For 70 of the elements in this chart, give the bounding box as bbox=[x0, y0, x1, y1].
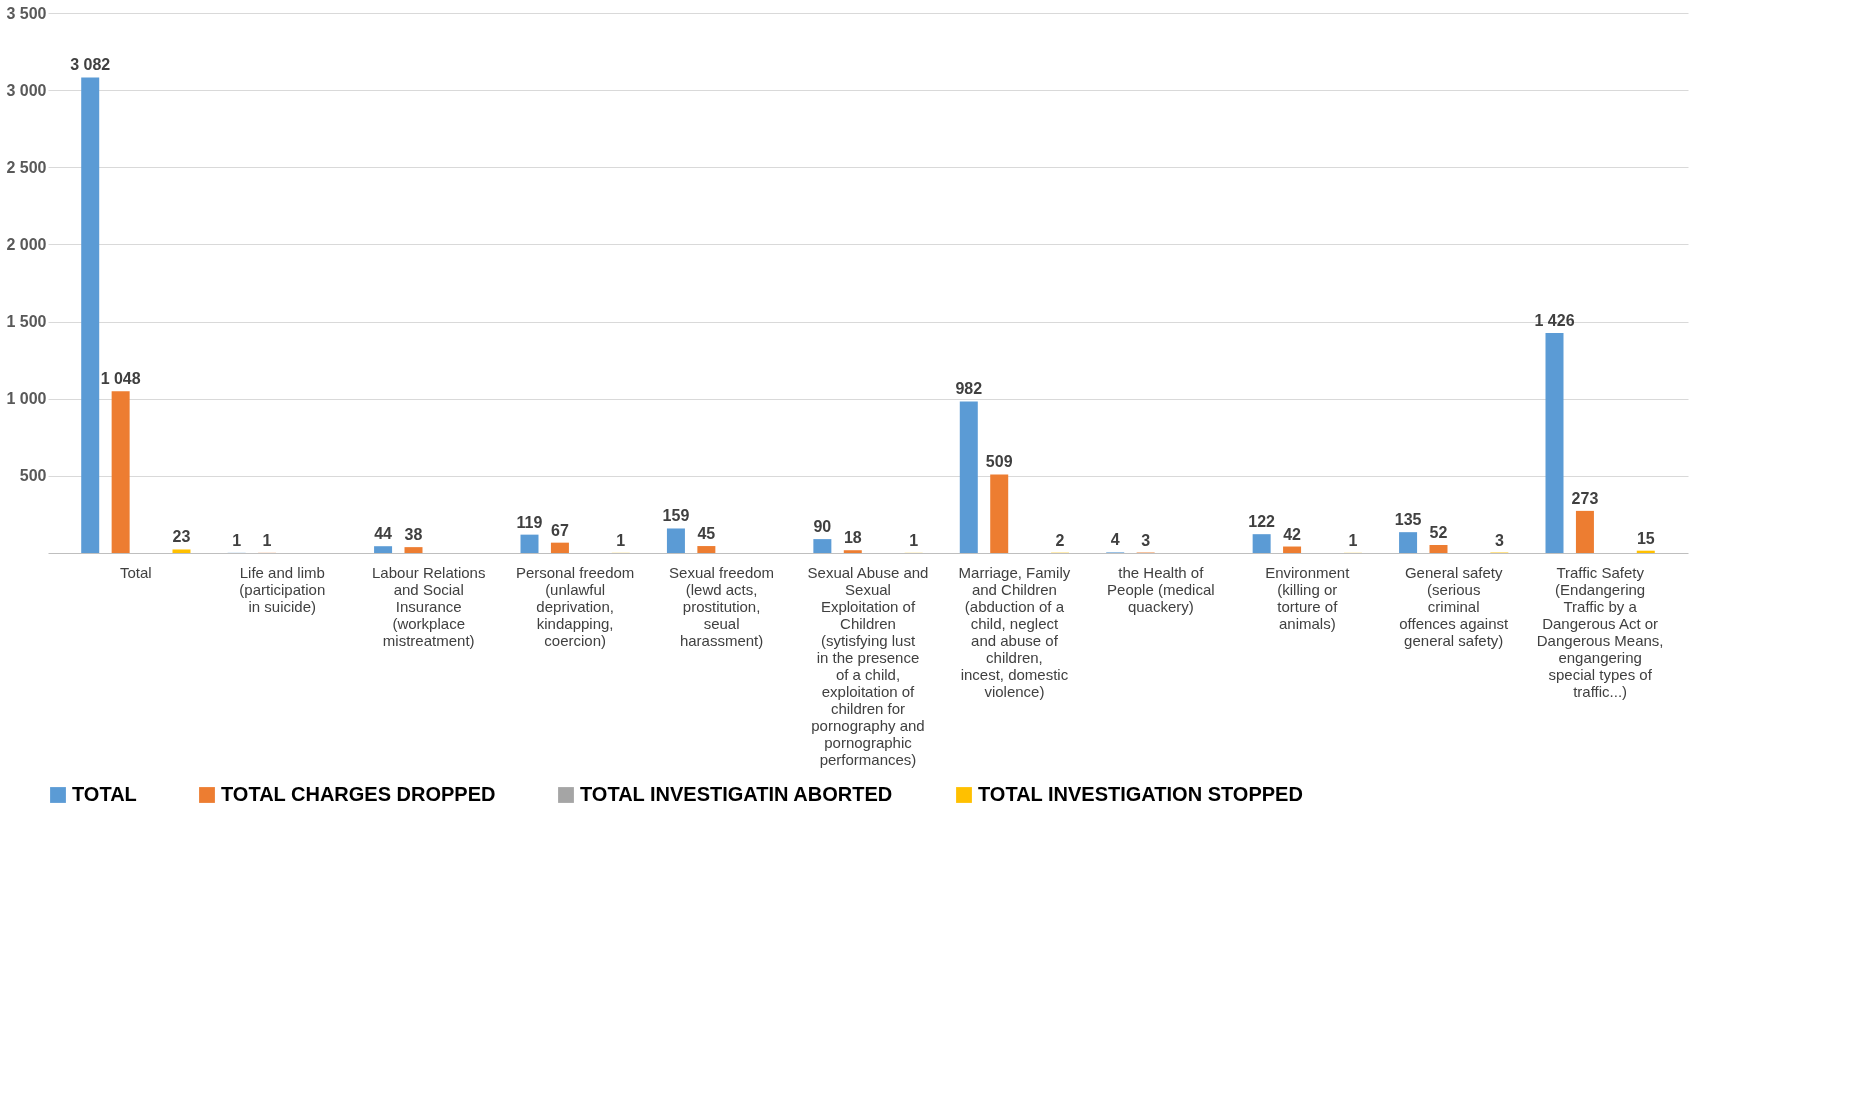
y-tick-label: 3 000 bbox=[6, 81, 47, 99]
x-tick-label: Environment (killing or torture of animals) bbox=[1265, 563, 1351, 632]
data-label: 1 bbox=[232, 531, 242, 549]
data-label: 52 bbox=[1429, 523, 1448, 541]
data-label: 3 bbox=[1494, 531, 1504, 549]
x-tick-label: General safety (serious criminal offences against general safety) bbox=[1399, 563, 1510, 649]
x-tick-label: Marriage, Family and Children (abduction of a child, neglect and abuse of children, incest, domestic violence) bbox=[958, 563, 1071, 700]
data-label: 122 bbox=[1248, 513, 1276, 531]
x-tick-label: Personal freedom (unlawful deprivation, kindapping, coercion) bbox=[515, 563, 635, 649]
data-label: 273 bbox=[1571, 489, 1599, 507]
data-label: 1 bbox=[1348, 531, 1358, 549]
bar bbox=[1399, 532, 1418, 553]
legend-label: TOTAL INVESTIGATION STOPPED bbox=[978, 783, 1303, 805]
bar bbox=[1429, 544, 1448, 553]
data-label: 4 bbox=[1110, 531, 1120, 549]
bar bbox=[520, 534, 539, 553]
bar bbox=[1575, 510, 1594, 553]
bar bbox=[990, 474, 1009, 553]
bar bbox=[404, 547, 423, 553]
data-label: 42 bbox=[1283, 525, 1302, 543]
data-label: 15 bbox=[1636, 529, 1655, 547]
bar bbox=[374, 546, 393, 553]
data-label: 159 bbox=[662, 507, 690, 525]
data-label: 1 bbox=[262, 531, 272, 549]
data-label: 509 bbox=[985, 453, 1013, 471]
data-label: 2 bbox=[1055, 531, 1065, 549]
y-tick-label: 2 000 bbox=[6, 235, 47, 253]
data-label: 23 bbox=[172, 528, 191, 546]
bar bbox=[550, 542, 569, 553]
data-label: 1 bbox=[616, 531, 626, 549]
bar bbox=[1545, 332, 1564, 553]
data-label: 3 082 bbox=[70, 56, 111, 74]
bar bbox=[666, 528, 685, 553]
data-label: 38 bbox=[404, 526, 423, 544]
data-label: 1 426 bbox=[1534, 311, 1575, 329]
data-label: 1 048 bbox=[100, 370, 141, 388]
legend-label: TOTAL bbox=[72, 783, 137, 805]
x-tick-label: Total bbox=[120, 563, 152, 581]
data-label: 18 bbox=[843, 529, 862, 547]
x-tick-label: Labour Relations and Social Insurance (workplace mistreatment) bbox=[372, 563, 486, 649]
bar bbox=[1283, 546, 1302, 553]
data-label: 67 bbox=[551, 521, 569, 539]
data-label: 982 bbox=[955, 380, 983, 398]
y-tick-label: 2 500 bbox=[6, 158, 47, 176]
data-label: 44 bbox=[374, 525, 393, 543]
x-tick-label: Life and limb (participation in suicide) bbox=[239, 563, 326, 615]
bar bbox=[81, 77, 100, 553]
data-label: 135 bbox=[1394, 511, 1422, 529]
x-tick-label: the Health of People (medical quackery) bbox=[1107, 563, 1215, 615]
legend-label: TOTAL CHARGES DROPPED bbox=[221, 783, 496, 805]
bar bbox=[172, 549, 191, 553]
x-tick-label: Sexual freedom (lewd acts, prostitution, seual harassment) bbox=[669, 563, 775, 649]
bar bbox=[843, 550, 862, 553]
y-tick-label: 1 500 bbox=[6, 313, 47, 331]
y-tick-label: 500 bbox=[19, 467, 47, 485]
y-tick-label: 3 500 bbox=[6, 4, 47, 22]
bar bbox=[1252, 534, 1271, 553]
y-tick-label: 1 000 bbox=[6, 390, 47, 408]
data-label: 45 bbox=[697, 525, 716, 543]
bar bbox=[697, 546, 716, 553]
data-label: 90 bbox=[813, 518, 832, 536]
bar bbox=[813, 539, 832, 553]
data-label: 3 bbox=[1141, 531, 1151, 549]
x-tick-label: Traffic Safety (Endangering Traffic by a Dangerous Act or Dangerous Means, engangering special types of traffic...) bbox=[1536, 563, 1664, 700]
category-label: Sexual Abuse and Sexual Exploitation of Children (sytisfying lust in the presence of a child, exploitation of children for pornography and pornographic performances) bbox=[807, 563, 929, 768]
bar bbox=[111, 391, 130, 553]
data-label: 119 bbox=[516, 513, 543, 531]
bar bbox=[959, 401, 978, 553]
legend-label: TOTAL INVESTIGATIN ABORTED bbox=[580, 783, 893, 805]
data-label: 1 bbox=[909, 531, 919, 549]
